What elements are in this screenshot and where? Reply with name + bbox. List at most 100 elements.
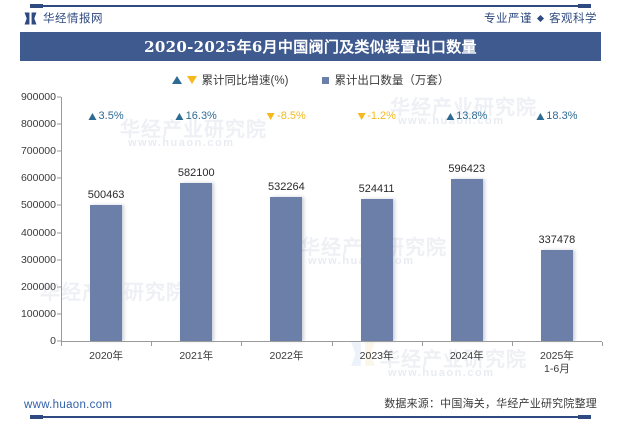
y-axis-tick-label: 300000 bbox=[20, 253, 56, 266]
y-axis-tick-label: 200000 bbox=[20, 280, 56, 293]
x-axis-tick bbox=[602, 342, 603, 346]
x-axis-tick bbox=[151, 342, 153, 346]
triangle-down-icon bbox=[357, 113, 366, 120]
growth-rate-value: -8.5% bbox=[277, 110, 306, 122]
diamond-bullet-icon bbox=[536, 14, 545, 22]
category-label-line: 2022年 bbox=[269, 350, 304, 362]
legend-item-volume[interactable]: 累计出口数量（万套） bbox=[322, 72, 449, 88]
page-title: 2020-2025年6月中国阀门及类似装置出口数量 bbox=[144, 38, 477, 56]
triangle-up-icon bbox=[175, 113, 184, 120]
y-axis-line bbox=[61, 97, 62, 341]
growth-rate-label: 16.3% bbox=[175, 110, 217, 122]
x-axis-line bbox=[61, 341, 602, 342]
x-axis-tick bbox=[511, 342, 513, 346]
x-axis-category-label: 2025年 1-6月 bbox=[540, 350, 574, 376]
triangle-down-icon bbox=[267, 113, 276, 120]
category-label-line: 2023年 bbox=[359, 350, 394, 362]
category-label-line: 1-6月 bbox=[544, 363, 570, 376]
bar-value-label: 532264 bbox=[268, 180, 305, 193]
bar[interactable] bbox=[450, 179, 483, 341]
page-footer: www.huaon.com 数据来源：中国海关，华经产业研究院整理 bbox=[0, 391, 621, 427]
category-label-line: 2025年 bbox=[539, 350, 574, 362]
chart-area: 华经产业研究院 www.huaon.com 华经产业研究院 www.huaon.… bbox=[0, 61, 621, 391]
triangle-up-icon bbox=[88, 113, 97, 120]
y-axis-tick-label: 800000 bbox=[20, 118, 56, 131]
y-axis-tick-label: 500000 bbox=[20, 199, 56, 212]
growth-rate-value: 13.8% bbox=[456, 110, 488, 122]
square-marker-icon bbox=[322, 76, 330, 84]
growth-rate-label: -1.2% bbox=[357, 111, 396, 122]
legend-item-growth[interactable]: 累计同比增速(%) bbox=[171, 72, 289, 88]
plot-area: 500463 582100 532264 524411 596423 337478 bbox=[61, 97, 602, 341]
growth-rate-value: 18.3% bbox=[546, 110, 578, 122]
chart-legend: 累计同比增速(%) 累计出口数量（万套） bbox=[0, 72, 621, 88]
footer-divider-rule bbox=[30, 415, 591, 419]
x-axis-category-label: 2023年 bbox=[360, 350, 394, 363]
growth-rate-value: -1.2% bbox=[367, 110, 396, 122]
y-axis-tick bbox=[57, 232, 61, 234]
footer-data-source: 数据来源：中国海关，华经产业研究院整理 bbox=[384, 398, 597, 410]
bar-value-label: 337478 bbox=[538, 233, 576, 246]
y-axis-tick bbox=[57, 340, 61, 342]
bowtie-logo-icon bbox=[24, 12, 37, 24]
category-label-line: 2021年 bbox=[179, 350, 214, 362]
y-axis-tick-label: 900000 bbox=[20, 91, 56, 103]
y-axis-tick-label: 0 bbox=[50, 335, 56, 347]
x-axis-tick bbox=[241, 342, 243, 346]
x-axis-category-label: 2024年 bbox=[450, 350, 484, 363]
chart-title-band: 2020-2025年6月中国阀门及类似装置出口数量 bbox=[20, 32, 601, 61]
growth-rate-label: -8.5% bbox=[267, 111, 306, 122]
triangle-up-icon bbox=[446, 113, 455, 120]
x-axis-tick bbox=[61, 342, 62, 346]
y-axis-tick bbox=[57, 204, 61, 206]
growth-rate-value: 3.5% bbox=[98, 110, 124, 122]
triangle-down-icon bbox=[186, 76, 197, 84]
y-axis-tick bbox=[57, 177, 61, 179]
y-axis-tick bbox=[57, 123, 61, 125]
bar-value-label: 524411 bbox=[358, 182, 395, 195]
x-axis-tick bbox=[331, 342, 333, 346]
y-axis-tick bbox=[57, 259, 61, 261]
legend-label-growth: 累计同比增速(%) bbox=[201, 75, 289, 87]
y-axis-tick-label: 100000 bbox=[20, 307, 56, 320]
header-divider-rule bbox=[30, 4, 591, 8]
y-axis-tick-label: 600000 bbox=[20, 172, 56, 185]
header-slogan: 专业严谨 客观科学 bbox=[484, 10, 597, 26]
bar-value-label: 582100 bbox=[177, 167, 215, 180]
y-axis-tick bbox=[57, 150, 61, 152]
page-header: 华经情报网 专业严谨 客观科学 bbox=[0, 0, 621, 31]
bar[interactable] bbox=[540, 249, 573, 341]
category-label-line: 2020年 bbox=[89, 350, 124, 362]
watermark-url: www.huaon.com bbox=[388, 367, 495, 379]
x-axis-category-label: 2020年 bbox=[89, 350, 123, 363]
category-label-line: 2024年 bbox=[449, 350, 484, 362]
bar-value-label: 596423 bbox=[448, 163, 486, 176]
x-axis-category-label: 2021年 bbox=[179, 350, 213, 363]
triangle-up-icon bbox=[171, 76, 182, 84]
y-axis-tick bbox=[57, 286, 61, 288]
y-axis-labels: 0 100000 200000 300000 400000 500000 600000 700… bbox=[0, 91, 56, 347]
x-axis-category-label: 2022年 bbox=[269, 350, 303, 363]
bar[interactable] bbox=[90, 205, 123, 341]
footer-website-url[interactable]: www.huaon.com bbox=[24, 399, 113, 411]
growth-rate-label: 3.5% bbox=[88, 110, 124, 122]
x-axis-tick bbox=[421, 342, 423, 346]
brand: 华经情报网 bbox=[24, 10, 103, 26]
slogan-right-text: 客观科学 bbox=[549, 13, 597, 25]
bar[interactable] bbox=[180, 183, 213, 341]
legend-label-volume: 累计出口数量（万套） bbox=[334, 75, 450, 87]
growth-rate-label: 18.3% bbox=[536, 110, 578, 122]
triangle-up-icon bbox=[536, 113, 545, 120]
y-axis-tick bbox=[57, 96, 61, 98]
y-axis-tick-label: 400000 bbox=[20, 226, 56, 239]
y-axis-tick bbox=[57, 313, 61, 315]
bar[interactable] bbox=[270, 196, 303, 341]
growth-rate-label: 13.8% bbox=[446, 111, 487, 122]
brand-name: 华经情报网 bbox=[43, 13, 103, 25]
bar[interactable] bbox=[360, 198, 393, 341]
bar-value-label: 500463 bbox=[87, 189, 125, 202]
growth-rate-value: 16.3% bbox=[185, 110, 217, 122]
y-axis-tick-label: 700000 bbox=[20, 145, 56, 158]
slogan-left-text: 专业严谨 bbox=[484, 13, 532, 25]
